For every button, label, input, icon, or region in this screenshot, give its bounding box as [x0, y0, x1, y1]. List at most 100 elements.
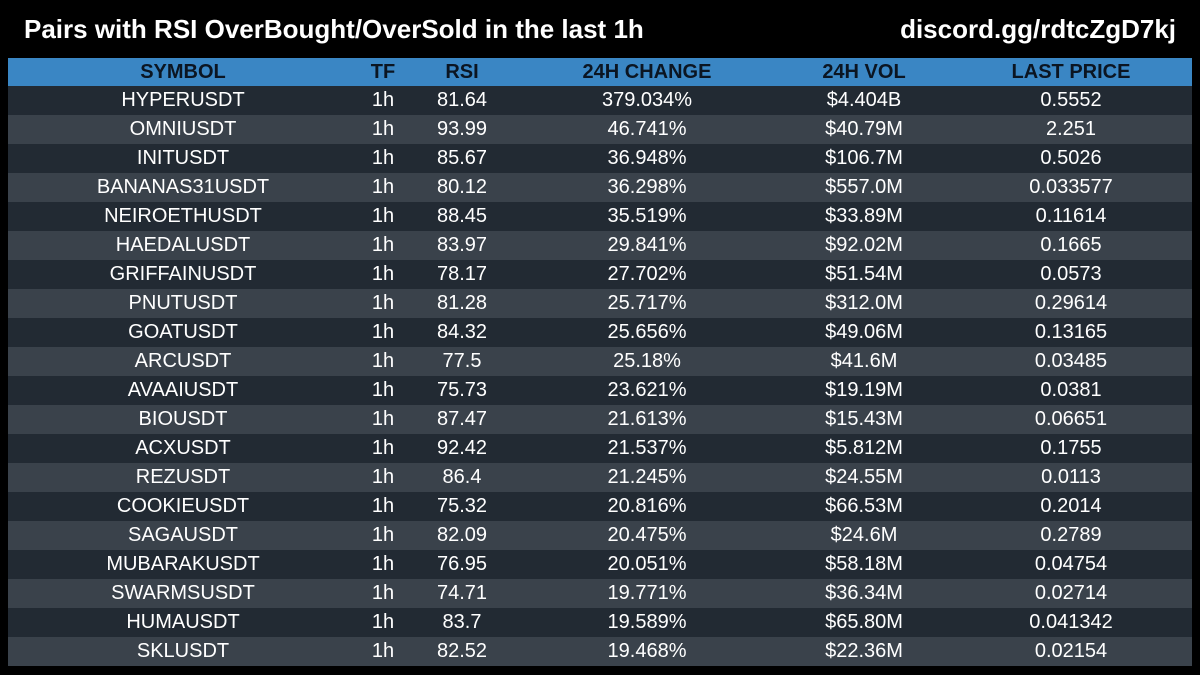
- cell-24h-change: 36.298%: [607, 176, 687, 198]
- table-row[interactable]: SAGAUSDT 1h 82.09 20.475% $24.6M 0.2789: [8, 521, 1192, 550]
- cell-24h-vol: $66.53M: [825, 495, 903, 517]
- cell-tf: 1h: [371, 640, 395, 662]
- cell-24h-change: 25.656%: [607, 321, 687, 343]
- cell-last-price: 0.0113: [1041, 466, 1101, 488]
- cell-rsi: 78.17: [436, 263, 488, 285]
- cell-tf: 1h: [371, 611, 395, 633]
- table-row[interactable]: HUMAUSDT 1h 83.7 19.589% $65.80M 0.041342: [8, 608, 1192, 637]
- cell-24h-vol: $19.19M: [825, 379, 903, 401]
- cell-rsi: 86.4: [442, 466, 482, 488]
- table-row[interactable]: AVAAIUSDT 1h 75.73 23.621% $19.19M 0.0381: [8, 376, 1192, 405]
- cell-symbol: AVAAIUSDT: [127, 379, 239, 401]
- table-row[interactable]: NEIROETHUSDT 1h 88.45 35.519% $33.89M 0.11614: [8, 202, 1192, 231]
- cell-24h-change: 25.18%: [613, 350, 681, 372]
- cell-symbol: PNUTUSDT: [128, 292, 238, 314]
- cell-symbol: COOKIEUSDT: [116, 495, 250, 517]
- cell-24h-vol: $51.54M: [825, 263, 903, 285]
- cell-tf: 1h: [371, 89, 395, 111]
- table-row[interactable]: HAEDALUSDT 1h 83.97 29.841% $92.02M 0.1665: [8, 231, 1192, 260]
- cell-tf: 1h: [371, 379, 395, 401]
- cell-24h-change: 21.613%: [607, 408, 687, 430]
- column-header-24h-change[interactable]: 24H CHANGE: [582, 60, 712, 83]
- cell-rsi: 82.52: [436, 640, 488, 662]
- cell-tf: 1h: [371, 495, 395, 517]
- cell-24h-change: 20.475%: [607, 524, 687, 546]
- cell-rsi: 80.12: [436, 176, 488, 198]
- discord-link[interactable]: discord.gg/rdtcZgD7kj: [900, 14, 1176, 44]
- column-header-symbol[interactable]: SYMBOL: [140, 60, 226, 83]
- cell-rsi: 81.64: [436, 89, 488, 111]
- column-header-last-price[interactable]: LAST PRICE: [1011, 60, 1131, 83]
- table-row[interactable]: REZUSDT 1h 86.4 21.245% $24.55M 0.0113: [8, 463, 1192, 492]
- cell-tf: 1h: [371, 350, 395, 372]
- cell-24h-vol: $4.404B: [826, 89, 902, 111]
- table-row[interactable]: GRIFFAINUSDT 1h 78.17 27.702% $51.54M 0.0573: [8, 260, 1192, 289]
- cell-24h-change: 19.589%: [607, 611, 687, 633]
- table-row[interactable]: GOATUSDT 1h 84.32 25.656% $49.06M 0.13165: [8, 318, 1192, 347]
- cell-tf: 1h: [371, 553, 395, 575]
- table-row[interactable]: PNUTUSDT 1h 81.28 25.717% $312.0M 0.29614: [8, 289, 1192, 318]
- cell-symbol: REZUSDT: [135, 466, 231, 488]
- table-row[interactable]: MUBARAKUSDT 1h 76.95 20.051% $58.18M 0.04754: [8, 550, 1192, 579]
- cell-24h-change: 46.741%: [607, 118, 687, 140]
- cell-symbol: SAGAUSDT: [127, 524, 239, 546]
- column-header-rsi[interactable]: RSI: [445, 60, 479, 83]
- table-row[interactable]: BIOUSDT 1h 87.47 21.613% $15.43M 0.06651: [8, 405, 1192, 434]
- column-header-tf[interactable]: TF: [370, 60, 396, 83]
- cell-rsi: 87.47: [436, 408, 488, 430]
- table-row[interactable]: COOKIEUSDT 1h 75.32 20.816% $66.53M 0.2014: [8, 492, 1192, 521]
- cell-tf: 1h: [371, 466, 395, 488]
- cell-tf: 1h: [371, 118, 395, 140]
- cell-rsi: 75.73: [436, 379, 488, 401]
- cell-24h-change: 20.051%: [607, 553, 687, 575]
- cell-24h-change: 35.519%: [607, 205, 687, 227]
- cell-last-price: 0.5552: [1040, 89, 1102, 111]
- table-row[interactable]: HYPERUSDT 1h 81.64 379.034% $4.404B 0.5552: [8, 86, 1192, 115]
- cell-24h-vol: $65.80M: [825, 611, 903, 633]
- table-row[interactable]: BANANAS31USDT 1h 80.12 36.298% $557.0M 0.0335…: [8, 173, 1192, 202]
- cell-last-price: 0.0381: [1040, 379, 1102, 401]
- cell-tf: 1h: [371, 205, 395, 227]
- cell-last-price: 0.2789: [1040, 524, 1102, 546]
- cell-24h-change: 27.702%: [607, 263, 687, 285]
- table-row[interactable]: OMNIUSDT 1h 93.99 46.741% $40.79M 2.251: [8, 115, 1192, 144]
- cell-symbol: SWARMSUSDT: [111, 582, 255, 604]
- cell-symbol: ACXUSDT: [135, 437, 231, 459]
- cell-24h-vol: $49.06M: [825, 321, 903, 343]
- table-row[interactable]: ARCUSDT 1h 77.5 25.18% $41.6M 0.03485: [8, 347, 1192, 376]
- cell-24h-change: 20.816%: [607, 495, 687, 517]
- table-header-row: SYMBOL TF RSI 24H CHANGE 24H VOL LAST PR…: [8, 58, 1192, 86]
- cell-tf: 1h: [371, 524, 395, 546]
- cell-symbol: MUBARAKUSDT: [106, 553, 260, 575]
- table-body: HYPERUSDT 1h 81.64 379.034% $4.404B 0.5552 OMN…: [8, 86, 1192, 666]
- table-row[interactable]: SWARMSUSDT 1h 74.71 19.771% $36.34M 0.02714: [8, 579, 1192, 608]
- cell-rsi: 81.28: [436, 292, 488, 314]
- cell-last-price: 0.04754: [1034, 553, 1108, 575]
- cell-symbol: HYPERUSDT: [121, 89, 245, 111]
- table-row[interactable]: SKLUSDT 1h 82.52 19.468% $22.36M 0.02154: [8, 637, 1192, 666]
- cell-rsi: 84.32: [436, 321, 488, 343]
- cell-rsi: 83.7: [442, 611, 482, 633]
- cell-last-price: 0.11614: [1035, 205, 1107, 227]
- cell-24h-vol: $557.0M: [825, 176, 903, 198]
- cell-rsi: 85.67: [436, 147, 488, 169]
- cell-last-price: 0.041342: [1029, 611, 1113, 633]
- cell-tf: 1h: [371, 582, 395, 604]
- cell-symbol: OMNIUSDT: [129, 118, 237, 140]
- cell-tf: 1h: [371, 321, 395, 343]
- cell-tf: 1h: [371, 408, 395, 430]
- cell-last-price: 0.29614: [1034, 292, 1108, 314]
- cell-rsi: 75.32: [436, 495, 488, 517]
- rsi-pairs-table: SYMBOL TF RSI 24H CHANGE 24H VOL LAST PR…: [8, 58, 1192, 666]
- cell-24h-change: 36.948%: [607, 147, 687, 169]
- table-row[interactable]: ACXUSDT 1h 92.42 21.537% $5.812M 0.1755: [8, 434, 1192, 463]
- cell-last-price: 0.1755: [1040, 437, 1102, 459]
- cell-last-price: 0.02714: [1034, 582, 1108, 604]
- cell-rsi: 74.71: [436, 582, 488, 604]
- cell-24h-change: 19.771%: [607, 582, 687, 604]
- cell-rsi: 88.45: [436, 205, 488, 227]
- column-header-24h-vol[interactable]: 24H VOL: [822, 60, 906, 83]
- table-row[interactable]: INITUSDT 1h 85.67 36.948% $106.7M 0.5026: [8, 144, 1192, 173]
- cell-24h-change: 21.537%: [607, 437, 687, 459]
- cell-24h-change: 379.034%: [601, 89, 693, 111]
